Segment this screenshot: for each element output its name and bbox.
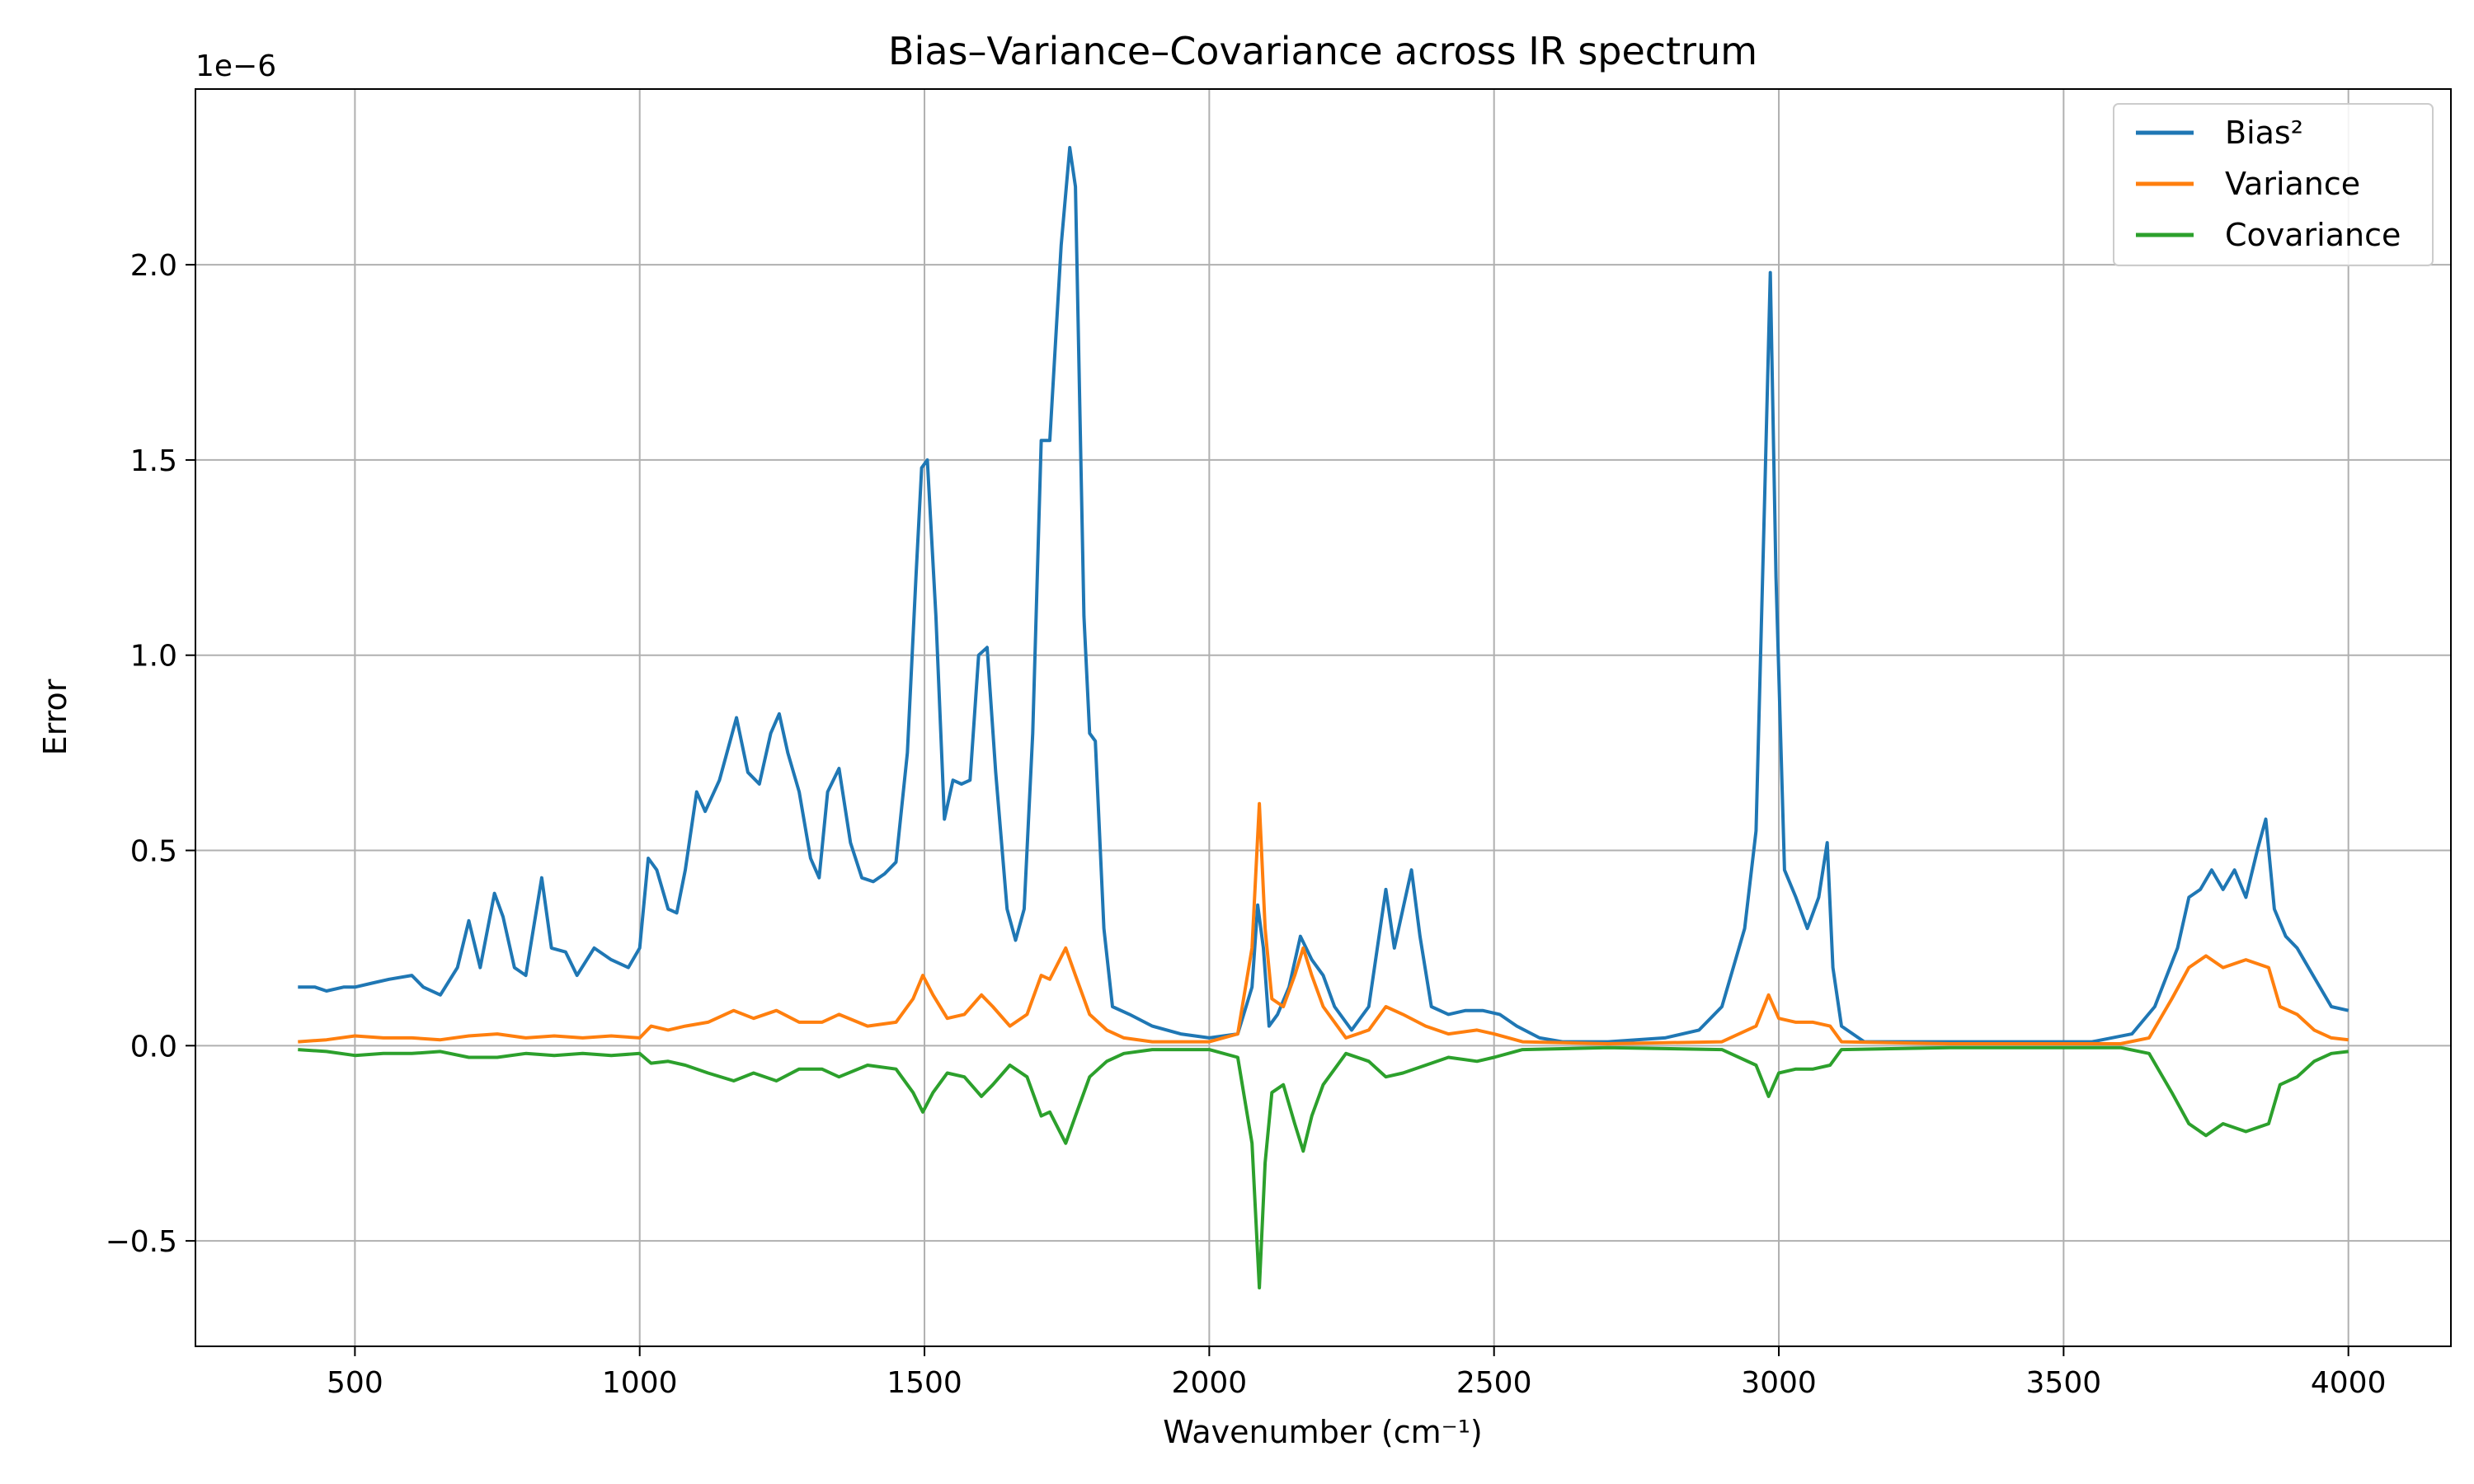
y-tick-label: 2.0: [130, 249, 177, 283]
y-axis-ticks: −0.5 0.0 0.5 1.0 1.5 2.0: [106, 249, 195, 1259]
x-tick-label: 3000: [1741, 1366, 1817, 1400]
legend: Bias² Variance Covariance: [2113, 103, 2434, 266]
y-axis-offset-label: 1e−6: [195, 49, 276, 83]
x-tick-label: 2500: [1456, 1366, 1532, 1400]
y-tick-label: −0.5: [106, 1225, 177, 1259]
series-line-variance: [298, 801, 2349, 1045]
legend-label-covariance: Covariance: [2225, 217, 2401, 253]
x-tick-label: 1000: [602, 1366, 678, 1400]
y-axis-label: Error: [37, 679, 73, 755]
chart-title: Bias–Variance–Covariance across IR spect…: [888, 29, 1757, 73]
legend-label-variance: Variance: [2225, 166, 2360, 202]
series-line-covariance: [298, 1045, 2349, 1289]
y-tick-label: 0.0: [130, 1030, 177, 1064]
x-tick-label: 2000: [1172, 1366, 1248, 1400]
x-tick-label: 500: [327, 1366, 383, 1400]
x-axis-label: Wavenumber (cm⁻¹): [1163, 1414, 1483, 1450]
x-tick-label: 3500: [2026, 1366, 2102, 1400]
legend-label-bias: Bias²: [2225, 115, 2303, 151]
series-line-bias: [298, 146, 2349, 1044]
plot-frame: [195, 88, 2452, 1347]
x-tick-label: 4000: [2311, 1366, 2387, 1400]
y-tick-label: 1.0: [130, 640, 177, 674]
x-tick-label: 1500: [887, 1366, 962, 1400]
x-axis-ticks: 500 1000 1500 2000 2500 3000 3500 4000: [327, 1346, 2386, 1400]
y-tick-label: 1.5: [130, 444, 177, 478]
plot-lines: [298, 146, 2349, 1289]
y-tick-label: 0.5: [130, 835, 177, 869]
legend-box: [2113, 103, 2434, 266]
